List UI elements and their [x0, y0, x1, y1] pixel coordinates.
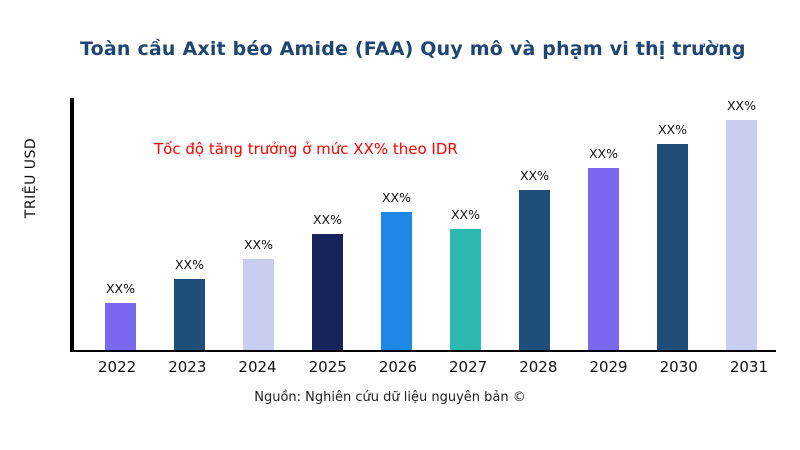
bar-value-label: XX%: [519, 168, 549, 183]
bar-2027: [450, 229, 481, 350]
chart-title: Toàn cầu Axit béo Amide (FAA) Quy mô và …: [80, 38, 746, 60]
x-tick-2022: 2022: [98, 358, 137, 376]
bar-value-label: XX%: [243, 237, 273, 252]
y-axis-label: TRIỆU USD: [23, 137, 39, 219]
x-tick-2026: 2026: [378, 358, 417, 376]
bar-column-2024: XX%: [224, 237, 293, 350]
x-tick-2029: 2029: [589, 358, 628, 376]
bar-column-2023: XX%: [155, 257, 224, 350]
bar-2030: [657, 144, 688, 350]
source-attribution: Nguồn: Nghiên cứu dữ liệu nguyên bản ©: [254, 390, 526, 405]
bar-value-label: XX%: [726, 98, 756, 113]
bar-2029: [588, 168, 619, 350]
bars-container: XX% XX% XX% XX% XX% XX% XX% XX% XX% XX%: [86, 98, 776, 350]
bar-value-label: XX%: [657, 122, 687, 137]
x-tick-2027: 2027: [449, 358, 488, 376]
bar-column-2029: XX%: [569, 146, 638, 350]
bar-2024: [243, 259, 274, 350]
bar-2028: [519, 190, 550, 350]
bar-2031: [726, 120, 757, 350]
bar-column-2031: XX%: [707, 98, 776, 350]
x-tick-2025: 2025: [308, 358, 347, 376]
bar-value-label: XX%: [450, 207, 480, 222]
x-axis-tick-labels: 2022 2023 2024 2025 2026 2027 2028 2029 2030 2031: [82, 358, 784, 376]
bar-2026: [381, 212, 412, 350]
bar-column-2027: XX%: [431, 207, 500, 350]
bar-column-2026: XX%: [362, 190, 431, 350]
bar-column-2028: XX%: [500, 168, 569, 350]
bar-value-label: XX%: [174, 257, 204, 272]
bar-2023: [174, 279, 205, 350]
bar-value-label: XX%: [105, 281, 135, 296]
growth-rate-annotation: Tốc độ tăng trưởng ở mức XX% theo IDR: [154, 140, 458, 158]
bar-column-2022: XX%: [86, 281, 155, 350]
bar-value-label: XX%: [588, 146, 618, 161]
bar-2022: [105, 303, 136, 350]
bar-2025: [312, 234, 343, 350]
x-tick-2028: 2028: [519, 358, 558, 376]
x-tick-2030: 2030: [659, 358, 698, 376]
bar-column-2030: XX%: [638, 122, 707, 350]
x-tick-2023: 2023: [168, 358, 207, 376]
x-tick-2031: 2031: [729, 358, 769, 376]
bar-value-label: XX%: [381, 190, 411, 205]
x-tick-2024: 2024: [238, 358, 277, 376]
plot-area: Tốc độ tăng trưởng ở mức XX% theo IDR XX…: [70, 98, 776, 352]
bar-value-label: XX%: [312, 212, 342, 227]
bar-column-2025: XX%: [293, 212, 362, 350]
